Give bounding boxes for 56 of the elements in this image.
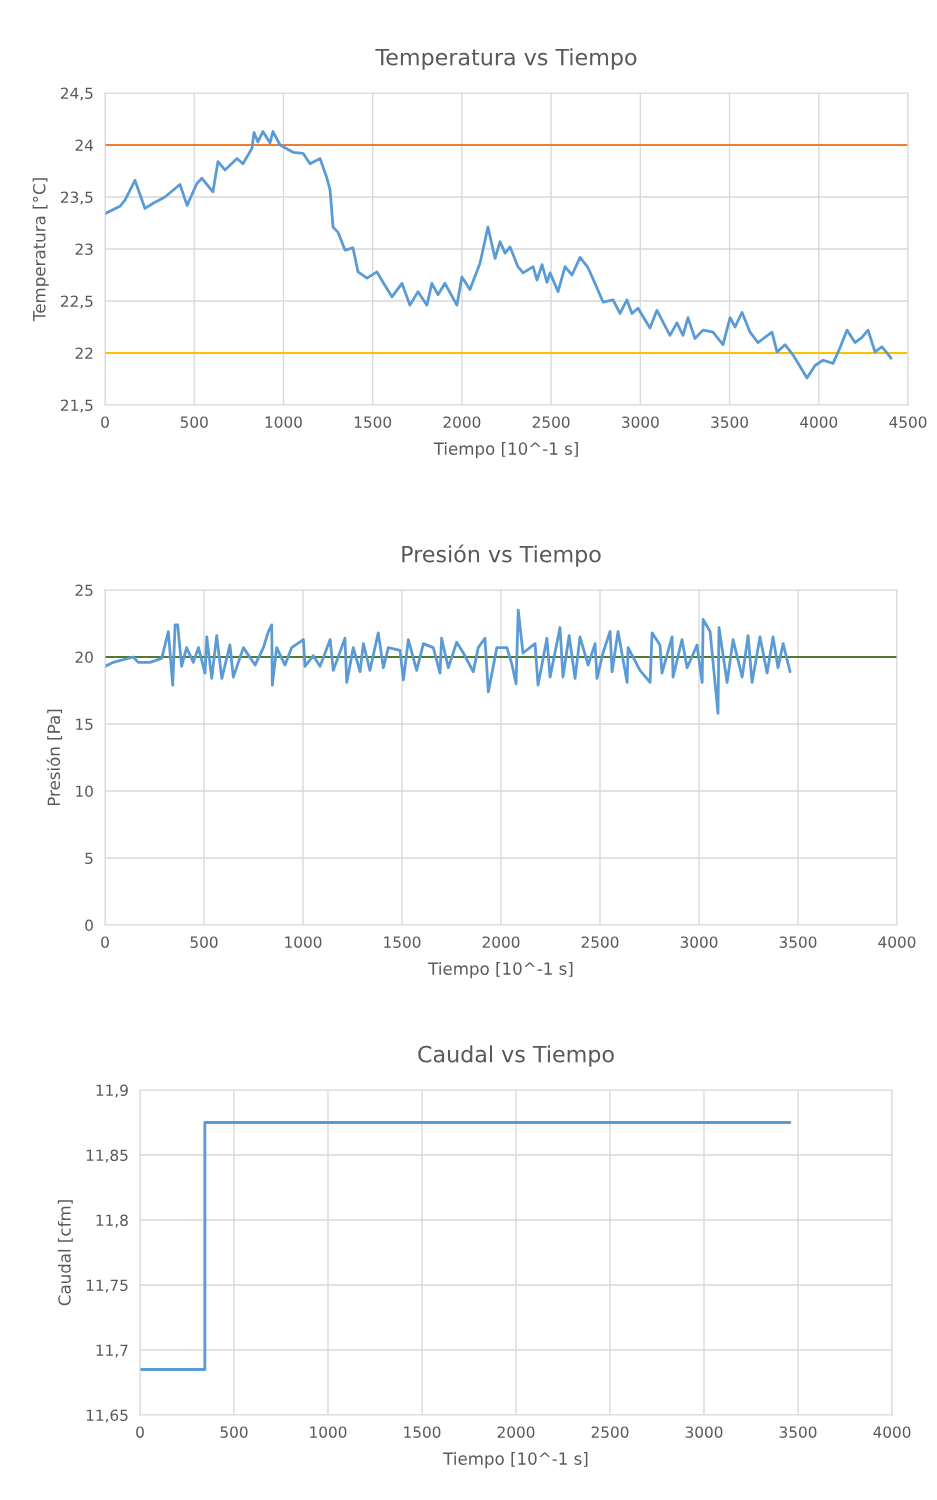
- x-tick-label: 4000: [873, 1426, 911, 1438]
- y-tick-label: 0: [85, 919, 93, 932]
- x-axis-title: Tiempo [10^-1 s]: [428, 962, 573, 979]
- x-tick-label: 2000: [482, 936, 520, 948]
- x-tick-label: 3000: [622, 416, 659, 428]
- y-tick-label: 5: [85, 852, 93, 865]
- y-tick-label: 23,5: [60, 191, 93, 205]
- x-tick-label: 3000: [680, 936, 718, 948]
- line-series: [105, 608, 792, 715]
- x-tick-label: 500: [220, 1426, 248, 1438]
- x-tick-label: 0: [136, 1426, 144, 1438]
- y-tick-label: 11,7: [96, 1344, 128, 1358]
- x-tick-label: 3500: [779, 1426, 817, 1438]
- x-axis-title: Tiempo [10^-1 s]: [443, 1452, 588, 1469]
- x-tick-label: 4000: [878, 936, 916, 948]
- y-tick-label: 11,9: [96, 1084, 128, 1098]
- x-tick-label: 4500: [889, 416, 927, 428]
- x-tick-label: 1000: [310, 1426, 347, 1438]
- y-tick-label: 21,5: [60, 399, 93, 413]
- chart-title: Caudal vs Tiempo: [418, 1045, 614, 1067]
- x-tick-label: 2500: [532, 416, 570, 428]
- y-tick-label: 15: [76, 718, 93, 731]
- y-tick-label: 25: [75, 584, 93, 597]
- x-tick-label: 500: [180, 416, 208, 428]
- x-tick-label: 3500: [711, 416, 748, 428]
- y-axis-title: Caudal [cfm]: [57, 1200, 73, 1306]
- x-axis-title: Tiempo [10^-1 s]: [433, 442, 578, 459]
- y-axis-title: Presión [Pa]: [46, 709, 63, 806]
- x-tick-label: 1500: [404, 1426, 441, 1438]
- x-tick-label: 2500: [581, 936, 619, 948]
- y-tick-label: 23: [75, 243, 93, 256]
- y-tick-label: 11,8: [96, 1214, 128, 1228]
- x-tick-label: 1000: [285, 936, 322, 948]
- x-tick-label: 500: [190, 936, 218, 948]
- y-tick-label: 11,85: [86, 1149, 128, 1163]
- y-axis-title: Temperatura [°C]: [32, 178, 49, 322]
- y-tick-label: 24: [75, 139, 94, 151]
- y-tick-label: 22: [75, 347, 93, 359]
- y-tick-label: 11,65: [86, 1409, 128, 1423]
- x-tick-label: 4000: [800, 416, 838, 428]
- x-tick-label: 3000: [685, 1426, 723, 1438]
- y-tick-label: 11,75: [86, 1279, 128, 1293]
- y-tick-label: 10: [76, 785, 93, 798]
- line-series: [105, 130, 893, 380]
- x-tick-label: 2500: [591, 1426, 629, 1438]
- x-tick-label: 1000: [265, 416, 302, 428]
- x-tick-label: 2000: [497, 1426, 535, 1438]
- chart-title: Presión vs Tiempo: [402, 544, 601, 567]
- x-tick-label: 1500: [354, 416, 392, 428]
- x-tick-label: 3500: [779, 936, 817, 948]
- y-tick-label: 24,5: [60, 87, 93, 101]
- y-tick-label: 20: [75, 651, 93, 664]
- chart-title: Temperatura vs Tiempo: [375, 48, 637, 70]
- x-tick-label: 1500: [384, 936, 421, 948]
- x-tick-label: 2000: [443, 416, 481, 428]
- y-tick-label: 22,5: [60, 295, 93, 309]
